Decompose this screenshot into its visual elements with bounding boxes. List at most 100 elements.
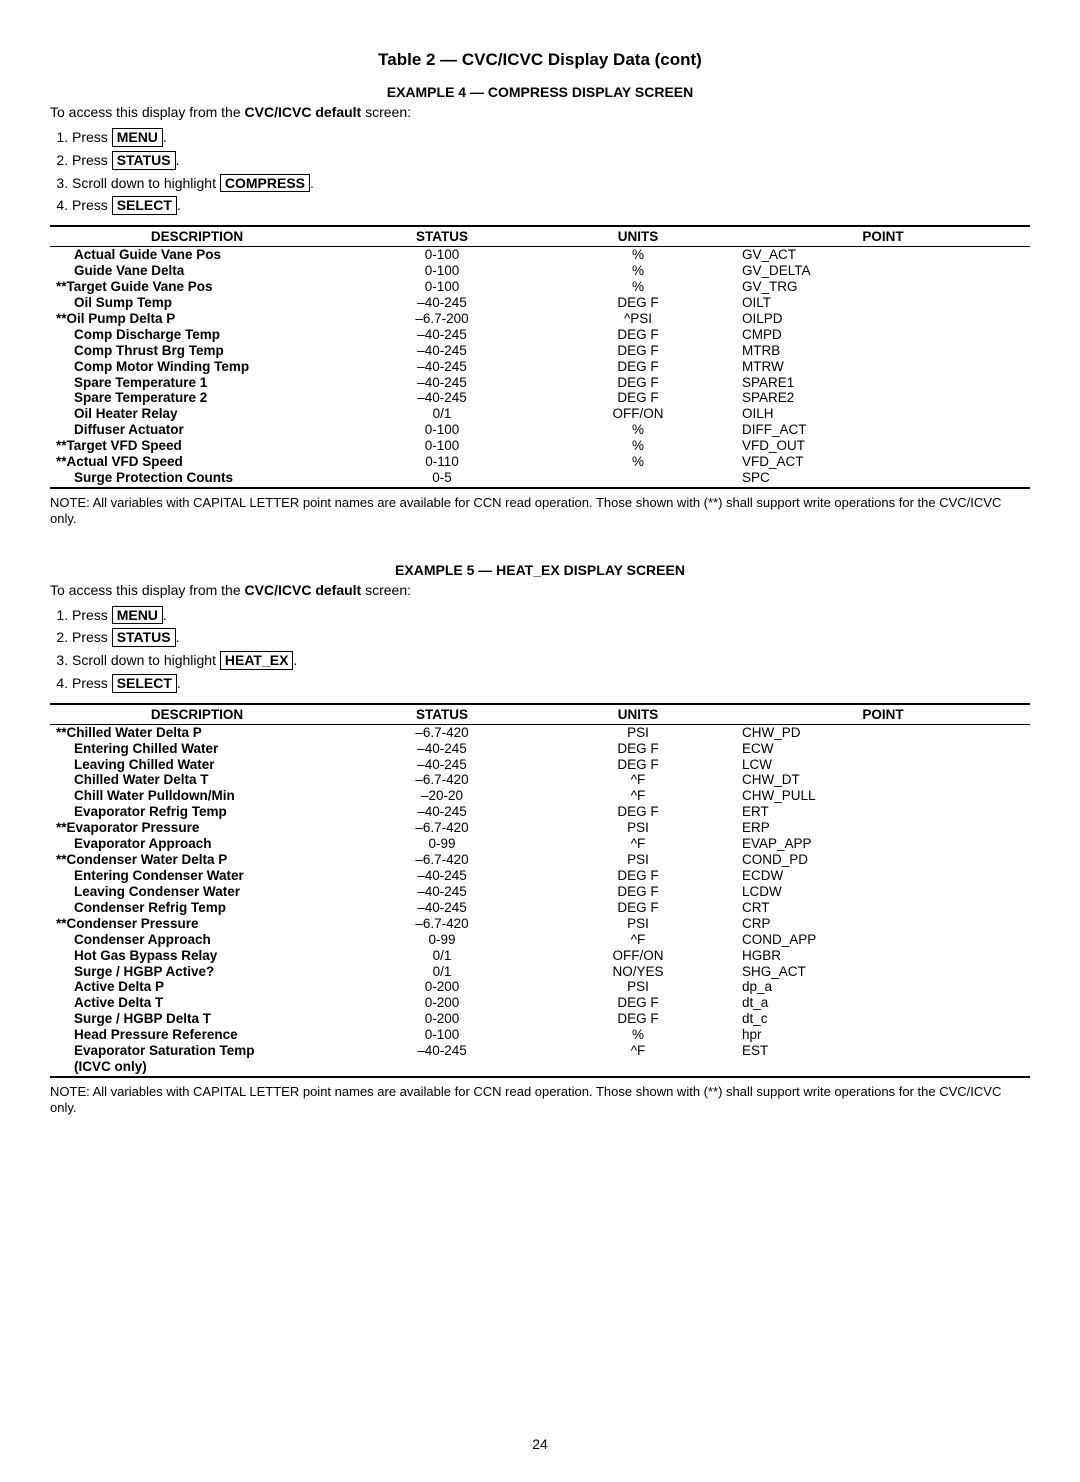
status-cell: 0-110 xyxy=(344,454,540,470)
status-cell: 0-100 xyxy=(344,279,540,295)
period: . xyxy=(176,152,180,168)
point-cell: SPC xyxy=(736,470,1030,488)
point-cell: CRP xyxy=(736,916,1030,932)
units-cell: DEG F xyxy=(540,741,736,757)
select-button: SELECT xyxy=(112,674,177,693)
units-cell: OFF/ON xyxy=(540,406,736,422)
point-cell: dp_a xyxy=(736,979,1030,995)
table-row: Actual Guide Vane Pos0-100%GV_ACT xyxy=(50,247,1030,263)
period: . xyxy=(293,652,297,668)
units-cell: % xyxy=(540,1027,736,1043)
header-point: POINT xyxy=(736,704,1030,725)
table-row: **Target VFD Speed0-100%VFD_OUT xyxy=(50,438,1030,454)
status-cell: –40-245 xyxy=(344,295,540,311)
units-cell: DEG F xyxy=(540,327,736,343)
status-button: STATUS xyxy=(112,151,176,170)
step-1: Press MENU. xyxy=(72,128,1030,147)
period: . xyxy=(163,129,167,145)
example4-steps: Press MENU. Press STATUS. Scroll down to… xyxy=(50,128,1030,215)
table-row: **Condenser Pressure–6.7-420PSICRP xyxy=(50,916,1030,932)
status-cell: 0/1 xyxy=(344,964,540,980)
description-cell: Chill Water Pulldown/Min xyxy=(50,788,344,804)
point-cell: ECDW xyxy=(736,868,1030,884)
table-row: Evaporator Approach0-99^FEVAP_APP xyxy=(50,836,1030,852)
units-cell: DEG F xyxy=(540,359,736,375)
period: . xyxy=(176,629,180,645)
status-cell: –40-245 xyxy=(344,757,540,773)
table-row: Leaving Condenser Water–40-245DEG FLCDW xyxy=(50,884,1030,900)
point-cell: COND_APP xyxy=(736,932,1030,948)
status-cell: –6.7-420 xyxy=(344,724,540,740)
status-cell: –6.7-200 xyxy=(344,311,540,327)
table-row: **Condenser Water Delta P–6.7-420PSICOND… xyxy=(50,852,1030,868)
intro-suffix: screen: xyxy=(361,582,411,598)
status-cell: –40-245 xyxy=(344,884,540,900)
point-cell: CRT xyxy=(736,900,1030,916)
step-2: Press STATUS. xyxy=(72,151,1030,170)
units-cell: OFF/ON xyxy=(540,948,736,964)
description-cell: **Evaporator Pressure xyxy=(50,820,344,836)
table-row: Active Delta P0-200PSIdp_a xyxy=(50,979,1030,995)
table-title: Table 2 — CVC/ICVC Display Data (cont) xyxy=(50,50,1030,70)
heat-ex-button: HEAT_EX xyxy=(220,651,294,670)
units-cell: PSI xyxy=(540,820,736,836)
status-cell: –6.7-420 xyxy=(344,916,540,932)
period: . xyxy=(177,197,181,213)
table-row: Active Delta T0-200DEG Fdt_a xyxy=(50,995,1030,1011)
point-cell: OILPD xyxy=(736,311,1030,327)
point-cell: ERT xyxy=(736,804,1030,820)
description-cell: **Target Guide Vane Pos xyxy=(50,279,344,295)
point-cell: EST xyxy=(736,1043,1030,1077)
step-press: Press xyxy=(72,629,112,645)
units-cell xyxy=(540,470,736,488)
units-cell: ^F xyxy=(540,1043,736,1077)
units-cell: DEG F xyxy=(540,375,736,391)
description-cell: **Condenser Water Delta P xyxy=(50,852,344,868)
point-cell: HGBR xyxy=(736,948,1030,964)
table-row: Guide Vane Delta0-100%GV_DELTA xyxy=(50,263,1030,279)
units-cell: DEG F xyxy=(540,884,736,900)
example5-note: NOTE: All variables with CAPITAL LETTER … xyxy=(50,1084,1030,1117)
status-button: STATUS xyxy=(112,628,176,647)
status-cell: –40-245 xyxy=(344,327,540,343)
step-2: Press STATUS. xyxy=(72,628,1030,647)
description-cell: Comp Motor Winding Temp xyxy=(50,359,344,375)
table-row: Oil Heater Relay0/1OFF/ONOILH xyxy=(50,406,1030,422)
header-units: UNITS xyxy=(540,704,736,725)
units-cell: % xyxy=(540,279,736,295)
description-cell: Leaving Condenser Water xyxy=(50,884,344,900)
description-cell: Surge Protection Counts xyxy=(50,470,344,488)
description-cell: Entering Condenser Water xyxy=(50,868,344,884)
description-cell: Surge / HGBP Active? xyxy=(50,964,344,980)
intro-suffix: screen: xyxy=(361,104,411,120)
table-row: **Chilled Water Delta P–6.7-420PSICHW_PD xyxy=(50,724,1030,740)
example5-table: DESCRIPTION STATUS UNITS POINT **Chilled… xyxy=(50,703,1030,1078)
status-cell: –40-245 xyxy=(344,1043,540,1077)
units-cell: DEG F xyxy=(540,757,736,773)
point-cell: LCW xyxy=(736,757,1030,773)
status-cell: 0-100 xyxy=(344,438,540,454)
units-cell: ^F xyxy=(540,788,736,804)
point-cell: ERP xyxy=(736,820,1030,836)
table-row: Comp Motor Winding Temp–40-245DEG FMTRW xyxy=(50,359,1030,375)
point-cell: CMPD xyxy=(736,327,1030,343)
point-cell: CHW_DT xyxy=(736,772,1030,788)
table-row: Head Pressure Reference0-100%hpr xyxy=(50,1027,1030,1043)
intro-bold: CVC/ICVC default xyxy=(245,104,362,120)
status-cell: 0-99 xyxy=(344,836,540,852)
status-cell: –40-245 xyxy=(344,868,540,884)
step-3: Scroll down to highlight COMPRESS. xyxy=(72,174,1030,193)
step-3: Scroll down to highlight HEAT_EX. xyxy=(72,651,1030,670)
units-cell: PSI xyxy=(540,979,736,995)
status-cell: –40-245 xyxy=(344,359,540,375)
point-cell: MTRW xyxy=(736,359,1030,375)
description-cell: Evaporator Approach xyxy=(50,836,344,852)
table-row: **Actual VFD Speed0-110%VFD_ACT xyxy=(50,454,1030,470)
status-cell: –40-245 xyxy=(344,741,540,757)
point-cell: GV_DELTA xyxy=(736,263,1030,279)
page-number: 24 xyxy=(50,1436,1030,1452)
description-cell: Oil Sump Temp xyxy=(50,295,344,311)
example4-intro: To access this display from the CVC/ICVC… xyxy=(50,104,1030,120)
example4-title: EXAMPLE 4 — COMPRESS DISPLAY SCREEN xyxy=(50,84,1030,100)
units-cell: ^F xyxy=(540,772,736,788)
